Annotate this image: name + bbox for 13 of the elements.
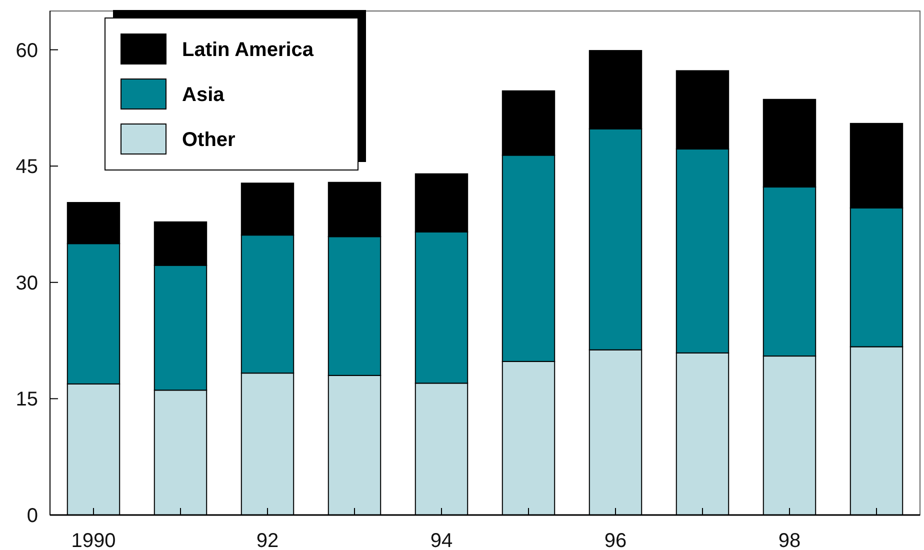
legend-label: Latin America	[182, 39, 314, 61]
y-tick-label: 15	[16, 388, 38, 411]
x-tick-label: 1990	[71, 530, 116, 550]
x-tick-label: 92	[256, 530, 279, 550]
legend-label: Other	[182, 129, 236, 151]
x-tick-label: 94	[430, 530, 453, 550]
x-tick-label: 96	[604, 530, 627, 550]
legend-label: Asia	[182, 84, 226, 106]
x-tick-label: 98	[778, 530, 801, 550]
y-tick-label: 60	[16, 40, 38, 62]
y-tick-label: 30	[16, 272, 38, 294]
y-tick-label: 0	[26, 505, 38, 527]
y-tick-label: 45	[16, 156, 38, 178]
